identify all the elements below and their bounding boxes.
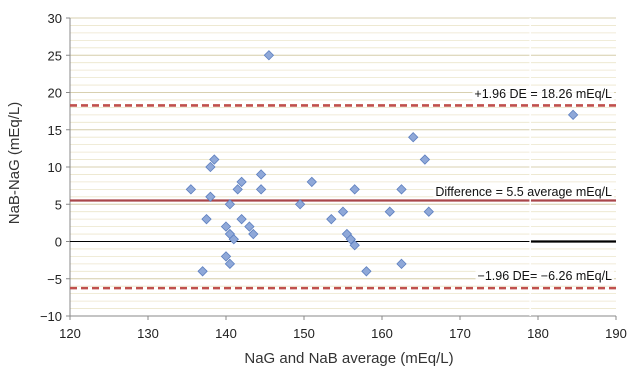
data-point (255, 169, 267, 180)
y-tick-label: −5 (47, 272, 62, 287)
x-tick-label: 190 (605, 326, 627, 341)
data-point (263, 50, 275, 61)
data-point (185, 184, 197, 195)
data-point (248, 228, 259, 240)
data-point (236, 176, 247, 188)
mean-difference-label: Difference = 5.5 average mEq/L (435, 185, 612, 199)
data-point (244, 221, 255, 232)
data-point (209, 154, 220, 165)
data-point (423, 206, 434, 217)
labels-layer: NaG and NaB average (mEq/L) NaB-NaG (mEq… (6, 87, 615, 367)
data-point (396, 258, 407, 270)
upper-limit-label-background (472, 87, 615, 101)
y-tick-label: 10 (48, 160, 62, 175)
x-tick-label: 120 (59, 326, 81, 341)
data-point (361, 266, 372, 277)
data-point (205, 161, 216, 173)
data-point (236, 213, 247, 225)
reference-lines-layer (70, 18, 616, 316)
x-tick-label: 130 (137, 326, 159, 341)
axes-layer: −10 −5 0 5 10 15 20 25 30 120 130 140 150 160 170 180 19… (40, 11, 627, 341)
x-axis-label: NaG and NaB average (mEq/L) (244, 350, 453, 367)
lower-limit-label-background (475, 269, 615, 283)
data-point (205, 191, 216, 202)
x-tick-label: 140 (215, 326, 237, 341)
x-tick-label: 160 (371, 326, 393, 341)
data-point (396, 184, 407, 195)
data-point (306, 176, 317, 188)
data-point (224, 258, 236, 270)
data-point (224, 199, 236, 210)
data-point (419, 154, 431, 165)
data-point (232, 184, 243, 195)
mean-difference-label-background (433, 185, 615, 199)
y-tick-label: −10 (40, 309, 62, 324)
data-point (197, 266, 208, 277)
lower-limit-label: −1.96 DE= −6.26 mEq/L (478, 269, 613, 283)
data-point (384, 206, 395, 217)
data-point (349, 240, 360, 251)
data-point (345, 234, 356, 245)
y-tick-label: 30 (48, 11, 62, 26)
y-tick-label: 25 (48, 48, 62, 63)
data-point (567, 109, 579, 121)
x-tick-label: 150 (293, 326, 315, 341)
y-tick-label: 5 (55, 197, 62, 212)
data-point (228, 234, 239, 245)
upper-limit-label: +1.96 DE = 18.26 mEq/L (474, 87, 612, 101)
x-tick-label: 180 (527, 326, 549, 341)
points-layer (185, 50, 579, 277)
data-point (349, 184, 360, 195)
data-point (294, 199, 306, 210)
data-point (201, 213, 212, 225)
data-point (220, 221, 232, 232)
data-point (408, 132, 419, 143)
y-axis-label: NaB-NaG (mEq/L) (6, 102, 23, 225)
data-point (255, 184, 267, 195)
grid-layer (70, 17, 616, 317)
data-point (326, 213, 337, 225)
data-point (337, 206, 349, 217)
y-tick-label: 15 (48, 123, 62, 138)
data-point (220, 251, 232, 262)
x-tick-label: 170 (449, 326, 471, 341)
y-tick-label: 0 (55, 235, 62, 250)
y-tick-label: 20 (48, 86, 62, 101)
